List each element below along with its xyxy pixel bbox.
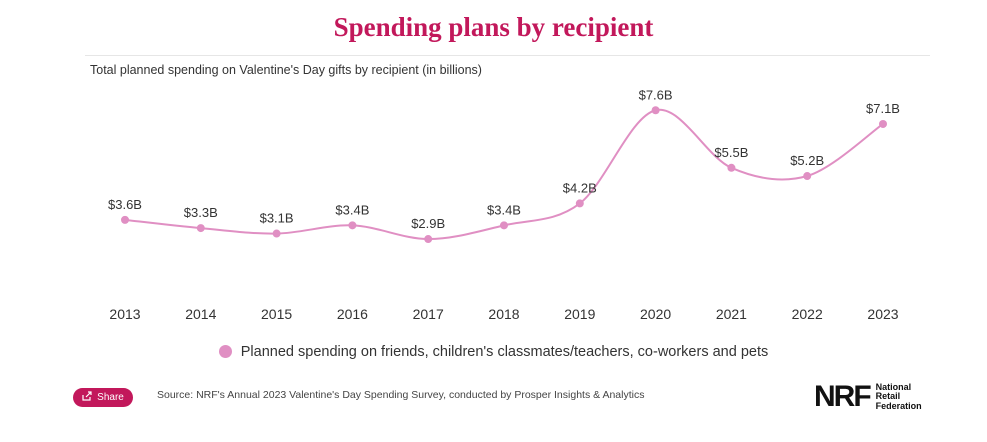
x-tick-label-2015: 2015 — [261, 306, 292, 322]
data-label-2023: $7.1B — [866, 101, 900, 116]
data-label-2017: $2.9B — [411, 216, 445, 231]
data-point-2022[interactable] — [803, 172, 812, 181]
x-tick-label-2023: 2023 — [867, 306, 898, 322]
chart-title: Spending plans by recipient — [333, 12, 654, 42]
x-tick-label-2018: 2018 — [488, 306, 519, 322]
data-label-2015: $3.1B — [260, 211, 294, 226]
data-label-2013: $3.6B — [108, 197, 142, 212]
data-label-2018: $3.4B — [487, 202, 521, 217]
source-note: Source: NRF's Annual 2023 Valentine's Da… — [157, 389, 645, 401]
data-point-2023[interactable] — [879, 119, 887, 128]
x-tick-label-2019: 2019 — [564, 306, 595, 322]
x-tick-label-2014: 2014 — [185, 306, 216, 322]
legend-label: Planned spending on friends, children's … — [240, 344, 769, 360]
share-icon — [82, 391, 94, 404]
x-tick-label-2022: 2022 — [792, 306, 823, 322]
x-tick-label-2017: 2017 — [413, 306, 444, 322]
x-tick-label-2020: 2020 — [640, 306, 671, 322]
nrf-logo: NRF National Retail Federation — [814, 382, 922, 412]
data-label-2019: $4.2B — [563, 180, 597, 195]
data-label-2021: $5.5B — [714, 145, 748, 160]
data-label-2022: $5.2B — [790, 153, 824, 168]
data-point-2020[interactable] — [651, 106, 660, 115]
data-point-2017[interactable] — [424, 235, 433, 244]
logo-mark: NRF — [814, 380, 872, 413]
chart-subtitle: Total planned spending on Valentine's Da… — [90, 63, 482, 77]
legend-swatch — [218, 345, 232, 358]
data-point-2013[interactable] — [121, 215, 129, 224]
data-point-2015[interactable] — [272, 229, 281, 238]
line-chart: $3.6B 2013 $3.3B 2014 $3.1B 2015 $3.4B 2016 $2.9… — [108, 87, 900, 322]
legend: Planned spending on friends, children's … — [0, 344, 987, 360]
data-label-2020: $7.6B — [639, 87, 673, 102]
logo-wordmark: National Retail Federation — [875, 381, 922, 411]
data-point-2021[interactable] — [727, 163, 736, 172]
series-line — [124, 109, 884, 241]
data-label-2014: $3.3B — [184, 205, 218, 220]
x-tick-label-2016: 2016 — [337, 306, 368, 322]
data-point-2016[interactable] — [348, 221, 357, 230]
data-point-2014[interactable] — [196, 224, 205, 233]
data-label-2016: $3.4B — [335, 202, 369, 217]
x-tick-label-2013: 2013 — [109, 306, 140, 322]
share-button[interactable]: Share — [73, 388, 133, 407]
share-label: Share — [97, 392, 124, 403]
data-point-2018[interactable] — [500, 221, 508, 230]
title-divider — [85, 55, 930, 56]
x-tick-label-2021: 2021 — [716, 306, 747, 322]
data-point-2019[interactable] — [575, 199, 584, 208]
